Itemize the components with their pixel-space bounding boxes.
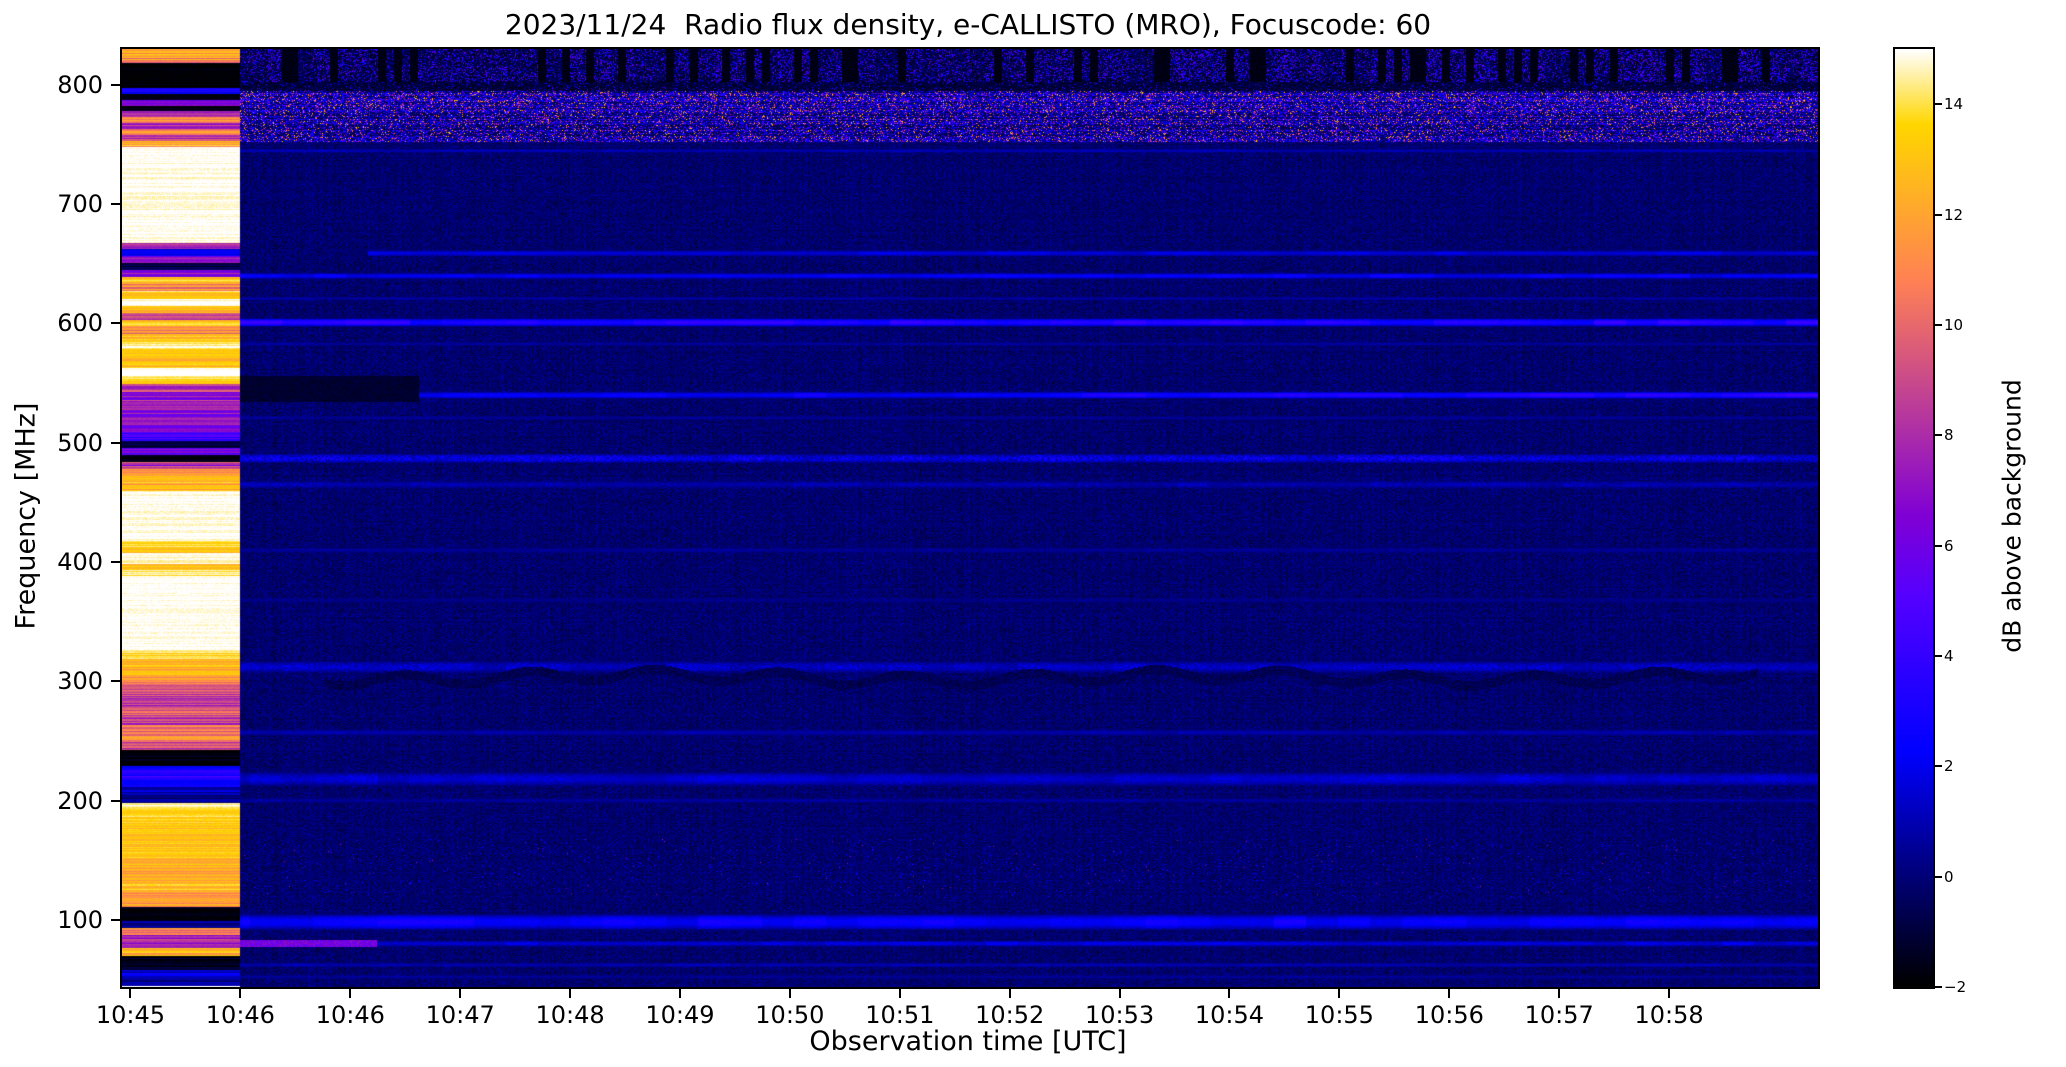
x-tick-mark: [1118, 989, 1121, 998]
y-tick-mark: [111, 799, 120, 802]
colorbar-tick-mark: [1935, 765, 1942, 768]
x-tick-label: 10:50: [755, 1001, 825, 1029]
x-tick-label: 10:46: [205, 1001, 275, 1029]
colorbar-gradient: [1895, 49, 1933, 987]
x-tick-mark: [898, 989, 901, 998]
y-tick-label: 600: [57, 309, 103, 338]
x-tick-label: 10:52: [975, 1001, 1045, 1029]
colorbar: [1893, 47, 1935, 989]
x-tick-label: 10:56: [1414, 1001, 1484, 1029]
y-tick-label: 100: [57, 906, 103, 935]
x-tick-mark: [569, 989, 572, 998]
x-tick-label: 10:49: [645, 1001, 715, 1029]
spectrogram-heatmap: [122, 49, 1818, 987]
x-tick-mark: [1668, 989, 1671, 998]
x-tick-label: 10:47: [425, 1001, 495, 1029]
colorbar-tick-label: 14: [1944, 95, 1964, 114]
x-tick-label: 10:57: [1524, 1001, 1594, 1029]
x-tick-label: 10:54: [1194, 1001, 1265, 1029]
colorbar-tick-label: 8: [1944, 426, 1954, 445]
x-tick-mark: [239, 989, 242, 998]
x-tick-label: 10:45: [95, 1001, 166, 1029]
x-axis-label: Observation time [UTC]: [809, 1026, 1127, 1057]
x-tick-label: 10:58: [1634, 1001, 1704, 1029]
colorbar-tick-label: 2: [1944, 757, 1954, 776]
x-tick-label: 10:46: [315, 1001, 385, 1029]
x-tick-mark: [1558, 989, 1561, 998]
x-tick-mark: [1448, 989, 1451, 998]
y-tick-mark: [111, 83, 120, 86]
colorbar-tick-mark: [1935, 654, 1942, 657]
y-tick-mark: [111, 322, 120, 325]
x-tick-mark: [349, 989, 352, 998]
x-tick-label: 10:51: [865, 1001, 935, 1029]
y-tick-label: 200: [57, 786, 103, 815]
x-tick-label: 10:48: [535, 1001, 605, 1029]
y-tick-mark: [111, 561, 120, 564]
x-tick-mark: [678, 989, 681, 998]
y-tick-mark: [111, 203, 120, 206]
colorbar-tick-mark: [1935, 323, 1942, 326]
colorbar-tick-label: 10: [1944, 315, 1964, 334]
colorbar-label: dB above background: [1997, 379, 2027, 653]
chart-title: 2023/11/24 Radio flux density, e-CALLIST…: [504, 8, 1432, 41]
y-tick-mark: [111, 680, 120, 683]
x-tick-mark: [129, 989, 132, 998]
colorbar-tick-mark: [1935, 986, 1942, 988]
x-tick-mark: [1338, 989, 1341, 998]
colorbar-tick-mark: [1935, 544, 1942, 547]
colorbar-tick-mark: [1935, 875, 1942, 878]
x-tick-label: 10:55: [1304, 1001, 1374, 1029]
x-tick-mark: [459, 989, 462, 998]
plot-area: [120, 47, 1820, 989]
x-tick-mark: [1228, 989, 1231, 998]
y-tick-mark: [111, 919, 120, 922]
y-tick-label: 800: [57, 70, 103, 99]
colorbar-tick-mark: [1935, 213, 1942, 216]
colorbar-tick-mark: [1935, 434, 1942, 437]
y-tick-label: 300: [57, 667, 103, 696]
x-tick-mark: [788, 989, 791, 998]
y-tick-label: 500: [57, 428, 103, 457]
colorbar-tick-label: 12: [1944, 205, 1964, 224]
x-tick-label: 10:53: [1084, 1001, 1155, 1029]
colorbar-tick-label: 4: [1944, 646, 1954, 665]
x-tick-mark: [1008, 989, 1011, 998]
colorbar-tick-label: −2: [1944, 978, 1967, 996]
colorbar-tick-label: 0: [1944, 867, 1954, 886]
colorbar-tick-mark: [1935, 103, 1942, 106]
y-tick-mark: [111, 441, 120, 444]
y-tick-label: 700: [57, 190, 103, 219]
y-tick-label: 400: [57, 548, 103, 577]
colorbar-tick-label: 6: [1944, 536, 1954, 555]
